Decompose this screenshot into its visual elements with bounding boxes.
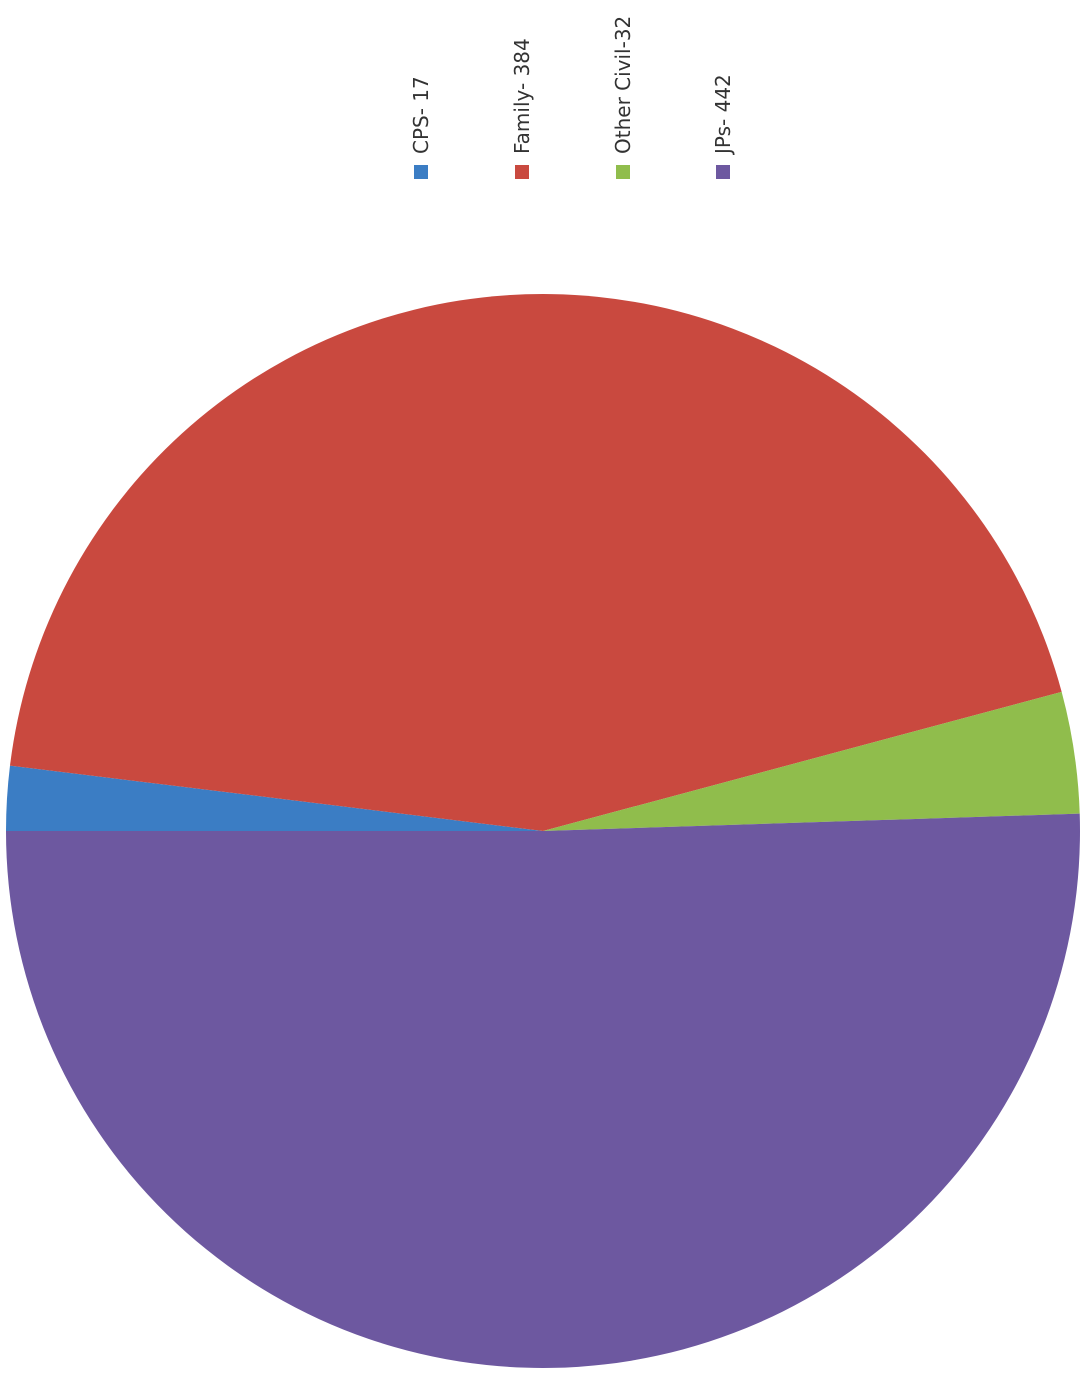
pie-slice-1 (10, 294, 1062, 832)
legend-swatch-0 (414, 165, 428, 179)
legend-label-3: JPs- 442 (711, 74, 735, 156)
legend-swatch-1 (515, 165, 529, 179)
legend-label-0: CPS- 17 (409, 76, 433, 154)
legend-swatch-3 (716, 165, 730, 179)
pie-slices (6, 294, 1080, 1368)
legend-entry-0: CPS- 17 (409, 76, 433, 179)
pie-slice-0 (6, 765, 543, 831)
legend-entry-3: JPs- 442 (711, 74, 735, 179)
pie-slice-3 (6, 813, 1080, 1368)
legend-label-2: Other Civil-32 (611, 16, 635, 154)
pie-slice-2 (543, 691, 1080, 831)
legend: CPS- 17 Family- 384 Other Civil-32 JPs- 442 (409, 16, 735, 179)
legend-label-1: Family- 384 (510, 38, 534, 154)
legend-entry-1: Family- 384 (510, 38, 534, 179)
legend-swatch-2 (616, 165, 630, 179)
legend-entry-2: Other Civil-32 (611, 16, 635, 179)
